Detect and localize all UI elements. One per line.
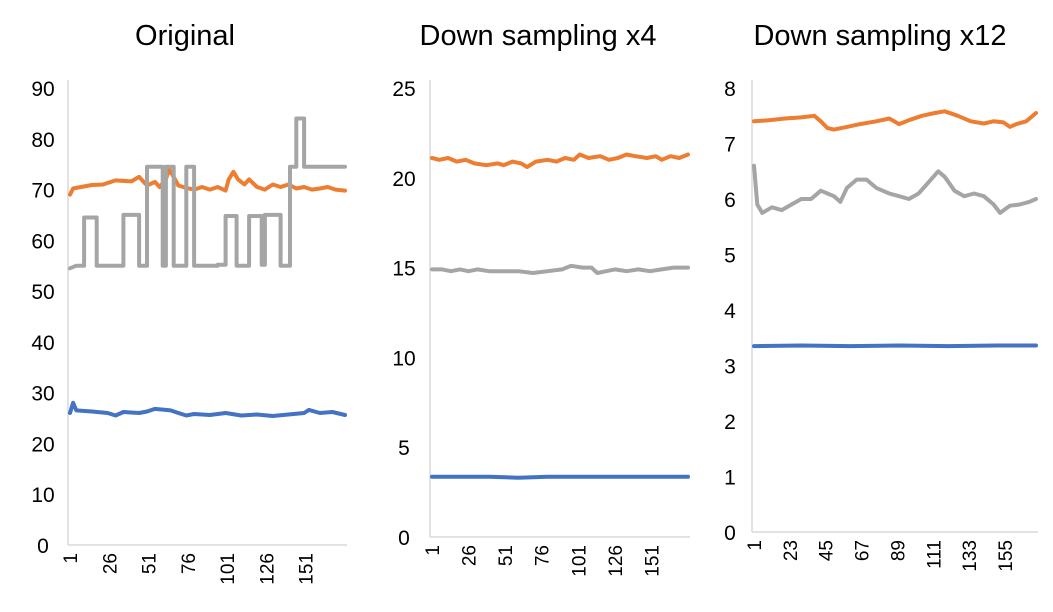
y-tick-label: 90 [31,78,54,101]
x-tick-label: 1 [423,545,444,556]
x-tick-label: 26 [460,545,481,566]
y-tick-label: 25 [392,78,415,101]
y-tick-label: 4 [724,300,736,323]
y-tick-label: 6 [724,189,736,212]
x-tick-label: 1 [745,540,766,551]
x-tick-label: 76 [533,545,554,566]
y-tick-label: 5 [724,245,736,268]
x-tick-label: 51 [496,545,517,566]
x-tick-label: 126 [257,553,278,585]
x-tick-label: 89 [888,540,909,561]
series-line-blue [68,400,347,418]
y-tick-label: 5 [398,437,410,460]
x-tick-label: 155 [996,540,1017,572]
y-tick-label: 70 [31,180,54,203]
x-tick-label: 133 [960,540,981,572]
x-tick-label: 101 [569,545,590,577]
series-line-gray [752,163,1038,215]
y-tick-label: 40 [31,332,54,355]
y-tick-label: 7 [724,134,736,157]
y-tick-label: 50 [31,281,54,304]
y-tick-label: 20 [31,433,54,456]
series-line-gray [68,116,347,271]
x-tick-label: 1 [61,553,82,564]
x-tick-label: 23 [781,540,802,561]
chart-title: Down sampling x4 [420,20,657,52]
series-line-blue [430,474,690,480]
x-tick-label: 67 [853,540,874,561]
x-tick-label: 151 [297,553,318,585]
x-tick-label: 101 [218,553,239,585]
series-line-gray [430,263,690,275]
x-tick-label: 45 [817,540,838,561]
y-tick-label: 60 [31,230,54,253]
series-line-blue [752,343,1038,349]
y-tick-label: 10 [392,347,415,370]
y-tick-label: 0 [398,527,410,550]
x-tick-label: 76 [179,553,200,574]
x-tick-label: 51 [140,553,161,574]
x-tick-label: 151 [642,545,663,577]
chart-title: Down sampling x12 [753,20,1006,52]
x-tick-label: 111 [924,540,945,569]
y-tick-label: 15 [392,258,415,281]
x-tick-label: 126 [606,545,627,577]
y-tick-label: 0 [37,535,49,558]
y-tick-label: 10 [31,484,54,507]
chart-title: Original [135,20,235,52]
y-tick-label: 2 [724,411,736,434]
x-tick-label: 26 [100,553,121,574]
y-tick-label: 3 [724,356,736,379]
series-line-orange [752,109,1038,132]
y-tick-label: 0 [724,522,736,545]
series-line-orange [68,167,347,197]
y-tick-label: 20 [392,168,415,191]
y-tick-label: 8 [724,78,736,101]
y-tick-label: 30 [31,383,54,406]
series-line-orange [430,152,690,169]
y-tick-label: 80 [31,129,54,152]
y-tick-label: 1 [724,467,736,490]
